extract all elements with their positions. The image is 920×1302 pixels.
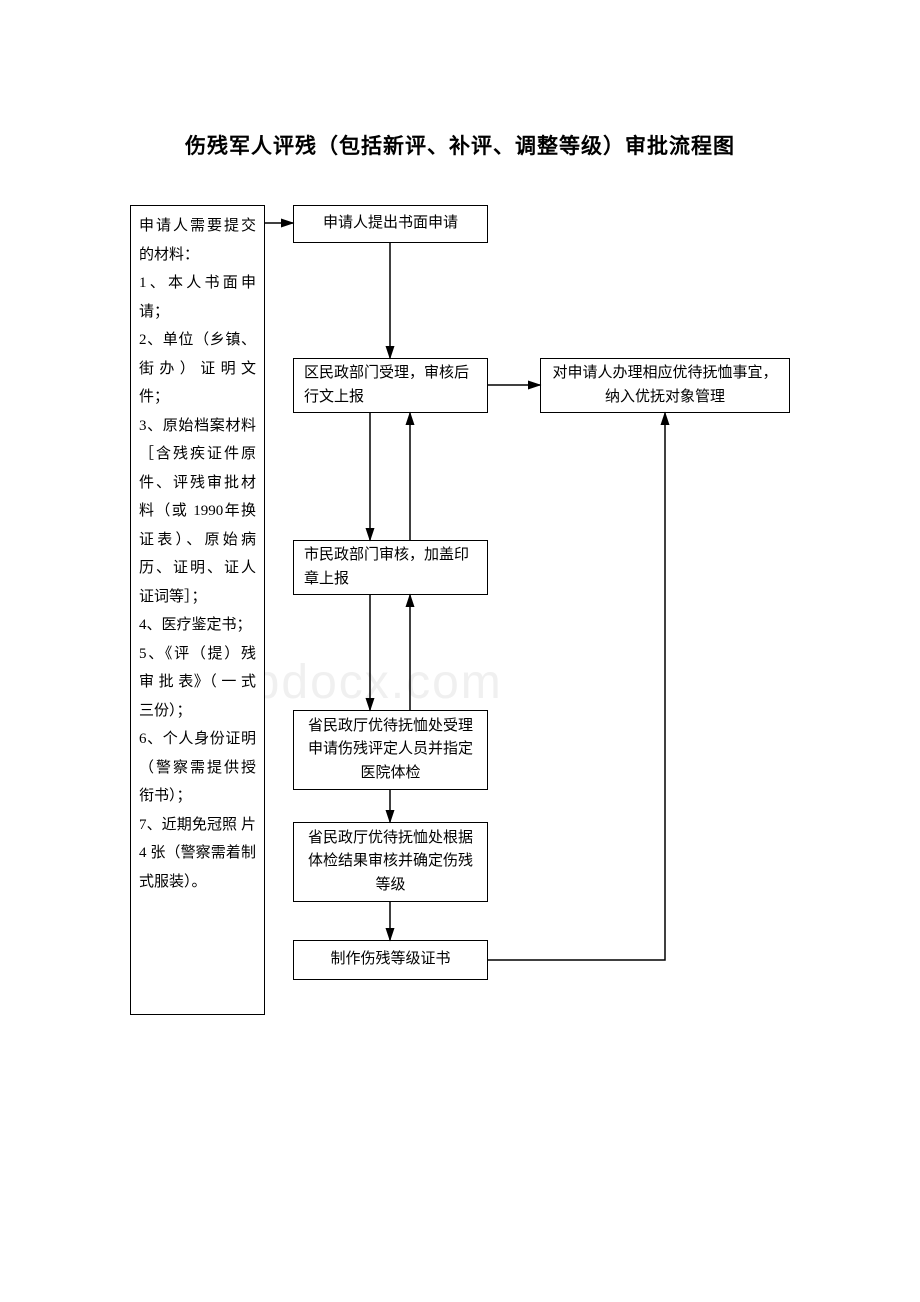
materials-text: 申请人需要提交的材料： 1、本人书面申请； 2、单位（乡镇、街办）证明文件； 3… [139,212,256,896]
node-label: 市民政部门审核，加盖印章上报 [304,544,477,591]
node-applicant-submit: 申请人提出书面申请 [293,205,488,243]
page-title: 伤残军人评残（包括新评、补评、调整等级）审批流程图 [0,130,920,160]
node-label: 对申请人办理相应优待抚恤事宜，纳入优抚对象管理 [551,362,779,409]
node-label: 省民政厅优待抚恤处根据体检结果审核并确定伤残等级 [304,827,477,897]
node-benefits: 对申请人办理相应优待抚恤事宜，纳入优抚对象管理 [540,358,790,413]
node-province-determine: 省民政厅优待抚恤处根据体检结果审核并确定伤残等级 [293,822,488,902]
node-district-review: 区民政部门受理，审核后行文上报 [293,358,488,413]
node-label: 区民政部门受理，审核后行文上报 [304,362,477,409]
node-make-cert: 制作伤残等级证书 [293,940,488,980]
node-label: 省民政厅优待抚恤处受理申请伤残评定人员并指定医院体检 [304,715,477,785]
node-province-accept: 省民政厅优待抚恤处受理申请伤残评定人员并指定医院体检 [293,710,488,790]
node-label: 制作伤残等级证书 [330,948,450,971]
node-label: 申请人提出书面申请 [323,212,458,235]
materials-box: 申请人需要提交的材料： 1、本人书面申请； 2、单位（乡镇、街办）证明文件； 3… [130,205,265,1015]
node-city-review: 市民政部门审核，加盖印章上报 [293,540,488,595]
